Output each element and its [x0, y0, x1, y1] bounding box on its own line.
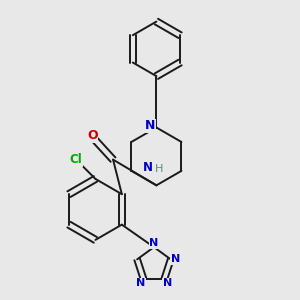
Text: N: N	[145, 119, 155, 132]
Text: Cl: Cl	[70, 153, 83, 166]
Text: O: O	[87, 129, 98, 142]
Text: N: N	[149, 238, 159, 248]
Text: N: N	[136, 278, 145, 288]
Text: N: N	[171, 254, 180, 264]
Text: H: H	[154, 164, 163, 174]
Text: N: N	[163, 278, 172, 288]
Text: N: N	[142, 161, 153, 174]
